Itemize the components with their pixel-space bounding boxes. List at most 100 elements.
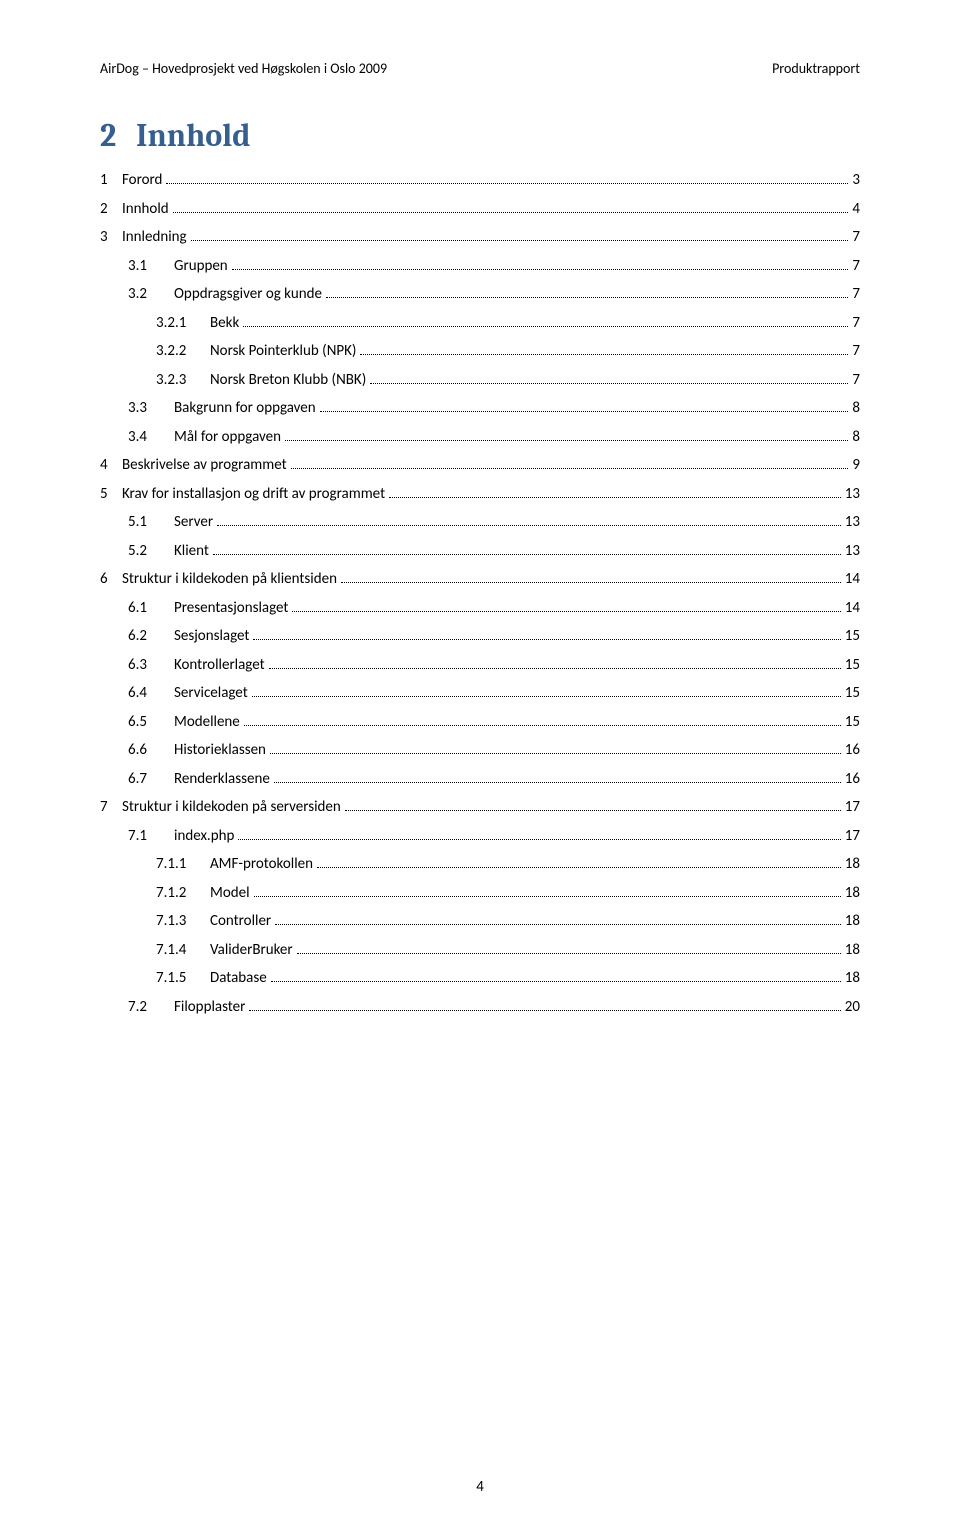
page-number: 4 <box>0 1478 960 1496</box>
toc-row: 5.1Server13 <box>100 508 860 537</box>
toc-page: 14 <box>845 594 860 623</box>
toc-row: 7.1.1AMF-protokollen18 <box>100 850 860 879</box>
toc-leader-dots <box>173 212 849 213</box>
toc-label: AMF-protokollen <box>210 850 313 879</box>
toc-number: 3.4 <box>128 423 174 452</box>
toc-page: 16 <box>845 736 860 765</box>
toc-label: ValiderBruker <box>210 936 293 965</box>
toc-row: 3.4Mål for oppgaven 8 <box>100 423 860 452</box>
toc-row: 3.1Gruppen7 <box>100 252 860 281</box>
toc-leader-dots <box>253 639 840 640</box>
toc-row: 7.1.5Database18 <box>100 964 860 993</box>
toc-label: Mål for oppgaven <box>174 423 281 452</box>
toc-page: 14 <box>845 565 860 594</box>
toc-row: 6.6Historieklassen 16 <box>100 736 860 765</box>
toc-row: 3Innledning7 <box>100 223 860 252</box>
toc-row: 3.2.2Norsk Pointerklub (NPK)7 <box>100 337 860 366</box>
toc-number: 3.2.1 <box>156 309 210 338</box>
toc-page: 20 <box>845 993 860 1022</box>
toc-label: Modellene <box>174 708 240 737</box>
toc-label: Model <box>210 879 250 908</box>
page-header: AirDog – Hovedprosjekt ved Høgskolen i O… <box>100 60 860 77</box>
toc-leader-dots <box>274 782 841 783</box>
toc-row: 6Struktur i kildekoden på klientsiden14 <box>100 565 860 594</box>
toc-leader-dots <box>389 497 841 498</box>
toc-page: 15 <box>845 708 860 737</box>
section-title: 2 Innhold <box>100 117 860 166</box>
toc-leader-dots <box>360 354 848 355</box>
toc-label: Filopplaster <box>174 993 245 1022</box>
toc-row: 6.2Sesjonslaget15 <box>100 622 860 651</box>
toc-label: Gruppen <box>174 252 228 281</box>
toc-number: 3.2 <box>128 280 174 309</box>
toc-leader-dots <box>275 924 841 925</box>
toc-number: 7.2 <box>128 993 174 1022</box>
toc-number: 5 <box>100 480 122 509</box>
toc-label: Beskrivelse av programmet <box>122 451 287 480</box>
toc-page: 7 <box>852 252 860 281</box>
toc-row: 7.1.3Controller18 <box>100 907 860 936</box>
toc-label: Innledning <box>122 223 187 252</box>
toc-page: 15 <box>845 679 860 708</box>
toc-row: 7.2Filopplaster 20 <box>100 993 860 1022</box>
toc-label: index.php <box>174 822 234 851</box>
toc-page: 4 <box>852 195 860 224</box>
toc-page: 9 <box>852 451 860 480</box>
toc-leader-dots <box>269 668 841 669</box>
toc-row: 4Beskrivelse av programmet9 <box>100 451 860 480</box>
toc-leader-dots <box>291 468 849 469</box>
toc-page: 17 <box>845 822 860 851</box>
toc-number: 5.1 <box>128 508 174 537</box>
toc-number: 6.2 <box>128 622 174 651</box>
toc-leader-dots <box>191 240 849 241</box>
toc-label: Norsk Pointerklub (NPK) <box>210 337 356 366</box>
toc-label: Bekk <box>210 309 239 338</box>
toc-row: 7.1index.php17 <box>100 822 860 851</box>
toc-leader-dots <box>217 525 841 526</box>
toc-number: 3.2.3 <box>156 366 210 395</box>
toc-row: 7Struktur i kildekoden på serversiden17 <box>100 793 860 822</box>
toc-page: 17 <box>845 793 860 822</box>
toc-leader-dots <box>271 981 841 982</box>
toc-label: Servicelaget <box>174 679 248 708</box>
toc-number: 6 <box>100 565 122 594</box>
toc-label: Norsk Breton Klubb (NBK) <box>210 366 366 395</box>
toc-page: 8 <box>852 423 860 452</box>
toc-label: Struktur i kildekoden på serversiden <box>122 793 341 822</box>
toc-page: 13 <box>845 480 860 509</box>
toc-label: Controller <box>210 907 271 936</box>
section-number: 2 <box>100 117 136 154</box>
toc-page: 7 <box>852 366 860 395</box>
toc-leader-dots <box>317 867 841 868</box>
toc-number: 7.1.3 <box>156 907 210 936</box>
toc-label: Sesjonslaget <box>174 622 249 651</box>
toc-row: 3.2.3Norsk Breton Klubb (NBK) 7 <box>100 366 860 395</box>
toc-leader-dots <box>232 269 849 270</box>
toc-row: 3.3Bakgrunn for oppgaven8 <box>100 394 860 423</box>
toc-page: 18 <box>845 850 860 879</box>
toc-leader-dots <box>326 297 848 298</box>
toc-number: 6.6 <box>128 736 174 765</box>
toc-leader-dots <box>252 696 841 697</box>
toc-number: 5.2 <box>128 537 174 566</box>
toc-page: 15 <box>845 651 860 680</box>
toc-row: 5Krav for installasjon og drift av progr… <box>100 480 860 509</box>
toc-number: 6.7 <box>128 765 174 794</box>
toc-leader-dots <box>345 810 841 811</box>
toc-label: Historieklassen <box>174 736 266 765</box>
toc-number: 3.2.2 <box>156 337 210 366</box>
table-of-contents: 1Forord32Innhold43Innledning73.1Gruppen7… <box>100 166 860 1021</box>
toc-label: Forord <box>122 166 162 195</box>
toc-row: 6.3Kontrollerlaget15 <box>100 651 860 680</box>
header-right: Produktrapport <box>772 60 860 77</box>
toc-row: 3.2.1Bekk7 <box>100 309 860 338</box>
toc-page: 13 <box>845 537 860 566</box>
toc-label: Server <box>174 508 213 537</box>
toc-leader-dots <box>243 326 848 327</box>
toc-leader-dots <box>341 582 841 583</box>
toc-label: Database <box>210 964 267 993</box>
toc-leader-dots <box>297 953 841 954</box>
toc-label: Bakgrunn for oppgaven <box>174 394 316 423</box>
toc-number: 6.3 <box>128 651 174 680</box>
toc-leader-dots <box>213 554 841 555</box>
